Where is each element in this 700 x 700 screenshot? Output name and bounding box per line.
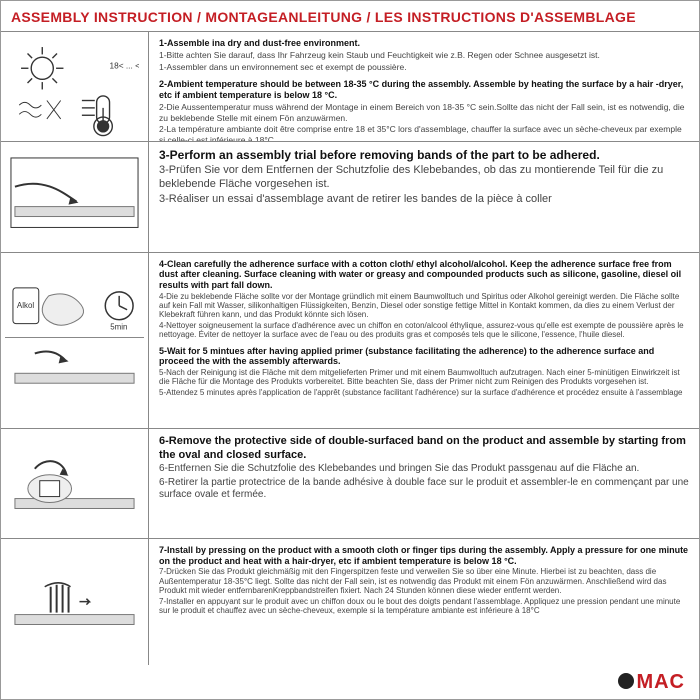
step-3-illustration: Alkol 5min — [1, 253, 149, 428]
step-row-1: 18< ... <35 C 1-Assemble ina dry and dus… — [1, 32, 699, 142]
step-2-text: 3-Perform an assembly trial before remov… — [149, 142, 699, 251]
step-3-text: 4-Clean carefully the adherence surface … — [149, 253, 699, 428]
step-4-illustration — [1, 429, 149, 538]
step-translation: 6-Retirer la partie protectrice de la ba… — [159, 477, 689, 502]
step-1-illustration: 18< ... <35 C — [1, 32, 149, 141]
step-translation: 5-Attendez 5 minutes après l'application… — [159, 388, 689, 397]
step-translation: 3-Prüfen Sie vor dem Entfernen der Schut… — [159, 164, 689, 192]
step-5-text: 7-Install by pressing on the product wit… — [149, 539, 699, 665]
step-translation: 7-Installer en appuyant sur le produit a… — [159, 597, 689, 616]
page-title: ASSEMBLY INSTRUCTION / MONTAGEANLEITUNG … — [1, 1, 699, 32]
step-translation: 7-Drücken Sie das Produkt gleichmäßig mi… — [159, 567, 689, 595]
step-5-illustration — [1, 539, 149, 665]
step-translation: 2-Die Aussentemperatur muss während der … — [159, 102, 689, 123]
step-translation: 4-Nettoyer soigneusement la surface d'ad… — [159, 321, 689, 340]
svg-text:18< ... <35 C: 18< ... <35 C — [110, 60, 139, 70]
step-translation: 1-Bitte achten Sie darauf, dass Ihr Fahr… — [159, 50, 689, 61]
step-heading: 5-Wait for 5 mintues after having applie… — [159, 346, 689, 367]
step-heading: 6-Remove the protective side of double-s… — [159, 435, 689, 463]
step-row-5: 7-Install by pressing on the product wit… — [1, 539, 699, 665]
step-translation: 5-Nach der Reinigung ist die Fläche mit … — [159, 368, 689, 387]
step-translation: 1-Assembler dans un environnement sec et… — [159, 62, 689, 73]
step-translation: 3-Réaliser un essai d'assemblage avant d… — [159, 193, 689, 207]
step-4-text: 6-Remove the protective side of double-s… — [149, 429, 699, 538]
step-heading: 2-Ambient temperature should be between … — [159, 79, 689, 102]
brand-logo: MAC — [618, 671, 685, 695]
step-heading: 3-Perform an assembly trial before remov… — [159, 148, 689, 163]
step-2-illustration — [1, 142, 149, 251]
footer: MAC — [1, 665, 699, 699]
step-row-4: 6-Remove the protective side of double-s… — [1, 429, 699, 539]
step-1-text: 1-Assemble ina dry and dust-free environ… — [149, 32, 699, 141]
step-translation: 2-La température ambiante doit être comp… — [159, 124, 689, 141]
step-row-3: Alkol 5min 4-Clean carefully the adheren… — [1, 253, 699, 429]
step-heading: 7-Install by pressing on the product wit… — [159, 545, 689, 566]
svg-text:Alkol: Alkol — [17, 301, 34, 310]
svg-text:5min: 5min — [110, 322, 127, 331]
step-translation: 6-Entfernen Sie die Schutzfolie des Kleb… — [159, 463, 689, 476]
step-row-2: 3-Perform an assembly trial before remov… — [1, 142, 699, 252]
step-translation: 4-Die zu beklebende Fläche sollte vor de… — [159, 292, 689, 320]
brand-text: MAC — [636, 671, 685, 693]
step-heading: 1-Assemble ina dry and dust-free environ… — [159, 38, 689, 49]
logo-dot-icon — [618, 673, 634, 689]
step-heading: 4-Clean carefully the adherence surface … — [159, 259, 689, 291]
